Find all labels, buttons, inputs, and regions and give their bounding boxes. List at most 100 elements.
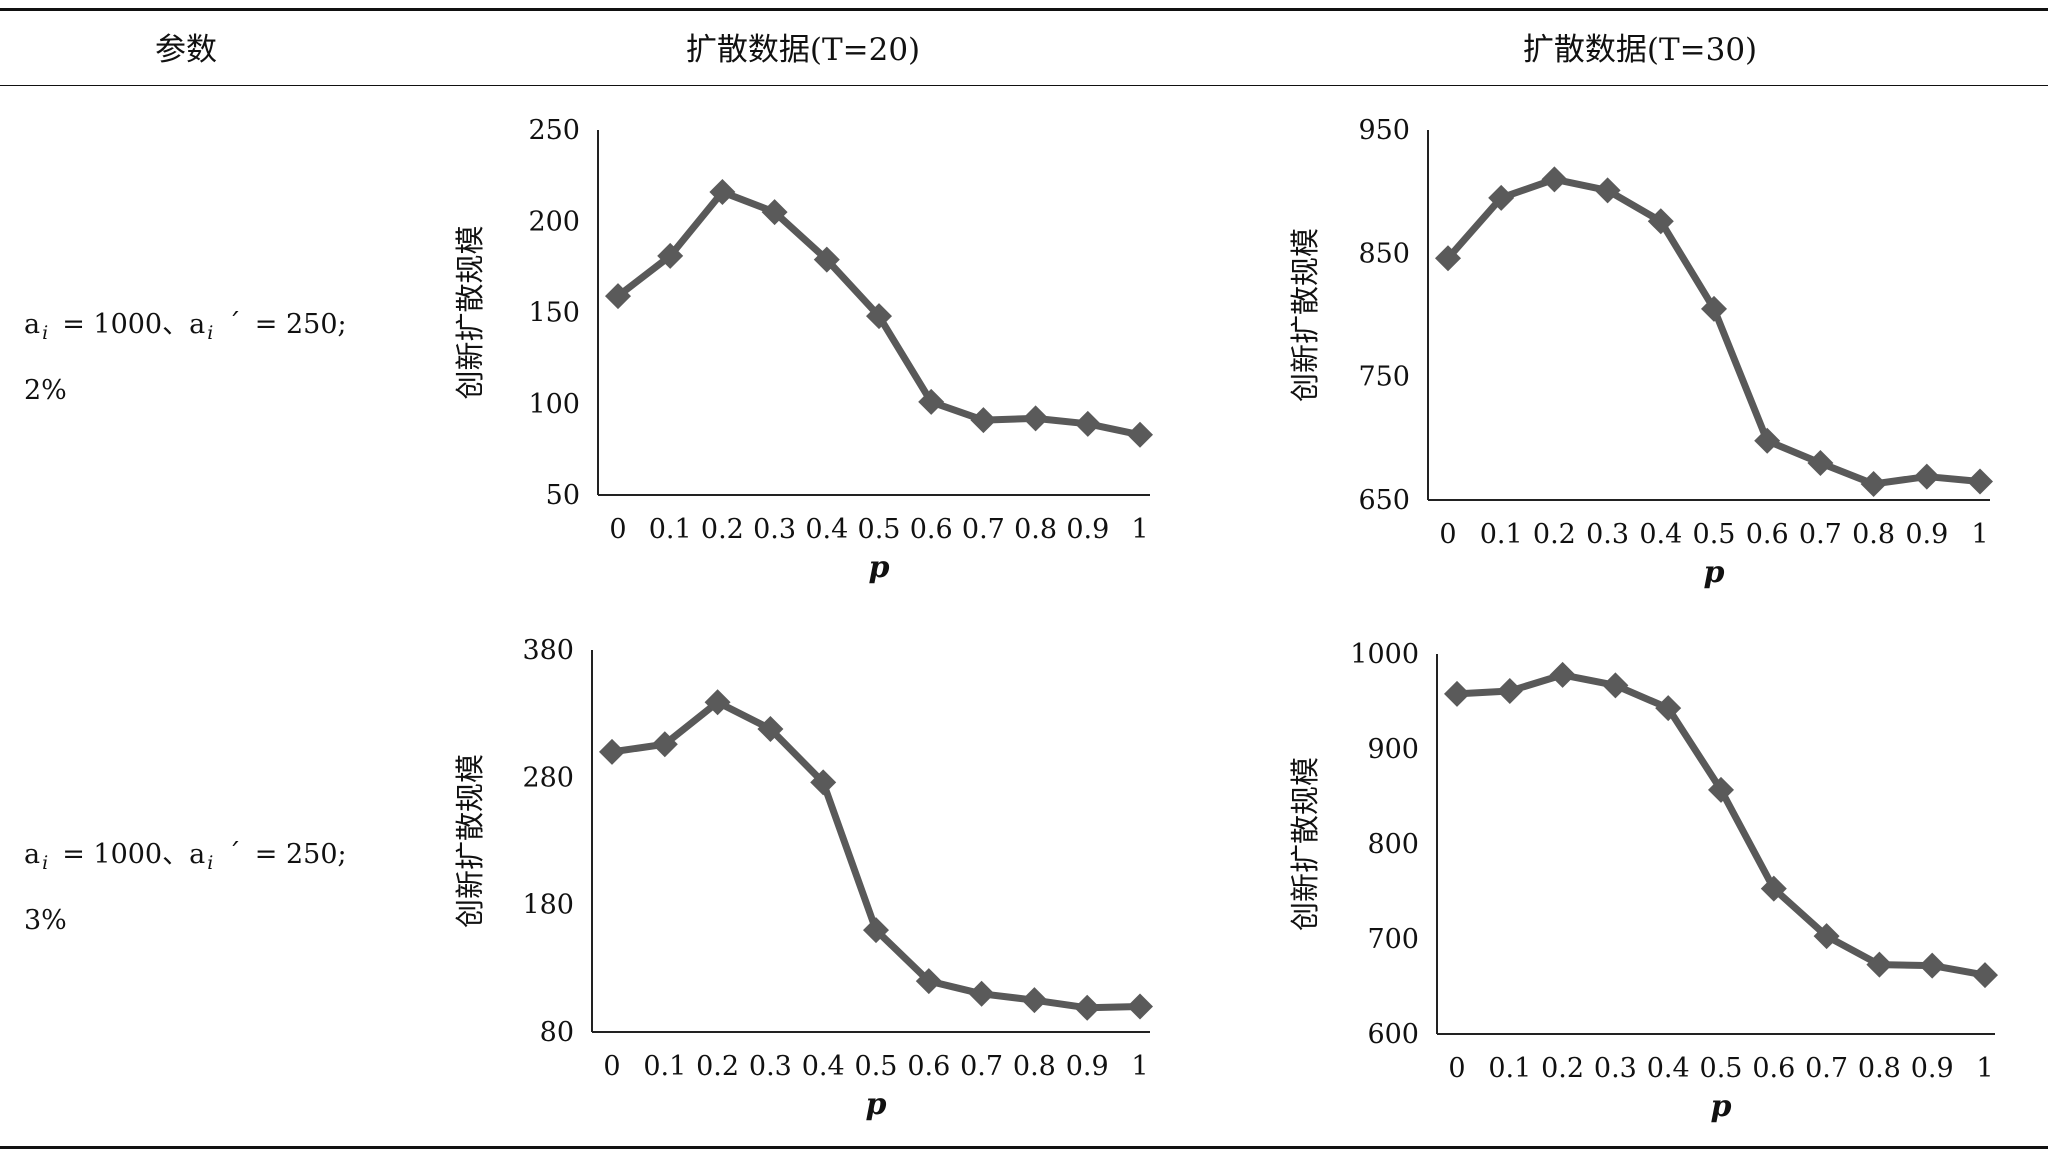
x-tick-label: 0 <box>1439 519 1456 550</box>
data-point <box>1813 923 1840 950</box>
data-point <box>1754 427 1781 454</box>
y-tick-label: 180 <box>522 890 574 921</box>
x-tick-label: 0.6 <box>907 1051 950 1082</box>
y-tick-label: 950 <box>1358 115 1410 146</box>
param-percent: 3% <box>24 905 67 936</box>
x-tick-label: 0.4 <box>805 514 848 545</box>
chart-t30-3pct: 600 700 800 900 1000 0 0.1 0.2 0.3 0.4 0.5 0.6 0.7 0.… <box>1288 639 1998 1124</box>
x-tick-label: 0.8 <box>1852 519 1895 550</box>
data-point <box>1647 208 1674 235</box>
data-point <box>1655 695 1682 722</box>
x-tick-label: 0.3 <box>1594 1053 1637 1084</box>
param-value-2: = 250; <box>254 839 347 870</box>
data-point <box>1860 470 1887 497</box>
data-point <box>1866 951 1893 978</box>
chart-t20-2pct: 50 100 150 200 250 0 0.1 0.2 0.3 0.4 0.5 0.6 0.7 0.8 0… <box>453 115 1153 585</box>
x-axis-label: p <box>1711 1089 1732 1124</box>
header-t20: 扩散数据(T=20) <box>685 32 921 68</box>
data-point <box>915 968 942 995</box>
param-value-1: = 1000 <box>62 309 163 340</box>
x-tick-label: 0.8 <box>1858 1053 1901 1084</box>
data-point <box>813 246 840 273</box>
y-tick-label: 200 <box>528 206 580 237</box>
param-subscript: i <box>42 852 49 874</box>
y-tick-label: 600 <box>1367 1019 1419 1050</box>
data-point <box>1127 421 1153 448</box>
data-point <box>757 715 784 742</box>
param-symbol: a <box>24 309 41 340</box>
x-tick-label: 0.3 <box>749 1051 792 1082</box>
x-axis-label: p <box>869 550 890 585</box>
table-bottom-rule <box>0 1146 2048 1149</box>
data-point <box>1549 661 1576 688</box>
x-axis-label: p <box>866 1087 887 1122</box>
x-tick-label: 1 <box>1971 519 1988 550</box>
x-tick-label: 0.4 <box>1647 1053 1690 1084</box>
x-tick-label: 0.1 <box>1480 519 1523 550</box>
param-cell-row2: a i = 1000、a i ´ = 250; 3% <box>24 826 347 950</box>
data-point <box>761 199 788 226</box>
x-tick-label: 1 <box>1131 1051 1148 1082</box>
data-point <box>970 407 997 434</box>
data-point <box>866 303 892 330</box>
y-axis-label: 创新扩散规模 <box>453 225 487 399</box>
data-point <box>1488 184 1515 211</box>
x-tick-label: 0.6 <box>1752 1053 1795 1084</box>
data-point <box>918 388 945 415</box>
x-tick-label: 0.9 <box>1066 514 1109 545</box>
x-tick-label: 1 <box>1976 1053 1993 1084</box>
param-symbol: a <box>24 839 41 870</box>
x-tick-label: 0.9 <box>1911 1053 1954 1084</box>
x-tick-label: 0.1 <box>643 1051 686 1082</box>
x-tick-label: 0.7 <box>962 514 1005 545</box>
series-line <box>1445 175 1981 488</box>
x-tick-label: 0.2 <box>1533 519 1576 550</box>
param-prime: ´ <box>227 309 241 340</box>
data-point <box>1967 468 1993 495</box>
y-tick-label: 280 <box>522 762 574 793</box>
data-point <box>1435 245 1461 272</box>
y-tick-label: 700 <box>1367 924 1419 955</box>
param-symbol-2: 、a <box>162 839 206 870</box>
series-line <box>611 698 1141 1012</box>
data-point <box>1760 875 1787 902</box>
param-subscript-2: i <box>207 852 214 874</box>
x-tick-label: 0 <box>603 1051 620 1082</box>
data-point <box>1074 994 1101 1021</box>
header-param: 参数 <box>155 32 217 68</box>
x-tick-label: 0.5 <box>1693 519 1736 550</box>
y-tick-label: 1000 <box>1350 639 1419 670</box>
x-tick-label: 0.7 <box>960 1051 1003 1082</box>
y-tick-label: 80 <box>540 1017 574 1048</box>
data-point <box>651 731 678 758</box>
x-tick-label: 1 <box>1131 514 1148 545</box>
x-tick-label: 0.4 <box>1639 519 1682 550</box>
data-point <box>1021 987 1048 1014</box>
param-value-2: = 250; <box>254 309 347 340</box>
x-tick-label: 0.1 <box>649 514 692 545</box>
data-point <box>657 242 684 269</box>
y-tick-label: 250 <box>528 115 580 146</box>
y-tick-label: 650 <box>1358 485 1410 516</box>
x-axis-label: p <box>1704 555 1725 590</box>
param-value-1: = 1000 <box>62 839 163 870</box>
table-top-rule <box>0 8 2048 11</box>
x-tick-label: 0.3 <box>753 514 796 545</box>
x-tick-label: 0.5 <box>1700 1053 1743 1084</box>
x-tick-label: 0.6 <box>1746 519 1789 550</box>
y-axis-label: 创新扩散规模 <box>1288 757 1322 931</box>
x-tick-label: 0.8 <box>1014 514 1057 545</box>
x-tick-label: 0.4 <box>802 1051 845 1082</box>
y-axis-label: 创新扩散规模 <box>453 754 487 928</box>
y-tick-label: 800 <box>1367 829 1419 860</box>
data-point <box>1496 678 1523 705</box>
data-point <box>1972 962 1998 989</box>
data-point <box>1444 680 1470 707</box>
param-symbol-2: 、a <box>162 309 206 340</box>
x-tick-label: 0.7 <box>1799 519 1842 550</box>
param-cell-row1: a i = 1000、a i ´ = 250; 2% <box>24 296 347 420</box>
data-point <box>599 738 625 765</box>
param-equation: a i = 1000、a i ´ = 250; <box>24 296 347 362</box>
y-axis-label: 创新扩散规模 <box>1288 228 1322 402</box>
data-point <box>863 917 889 944</box>
